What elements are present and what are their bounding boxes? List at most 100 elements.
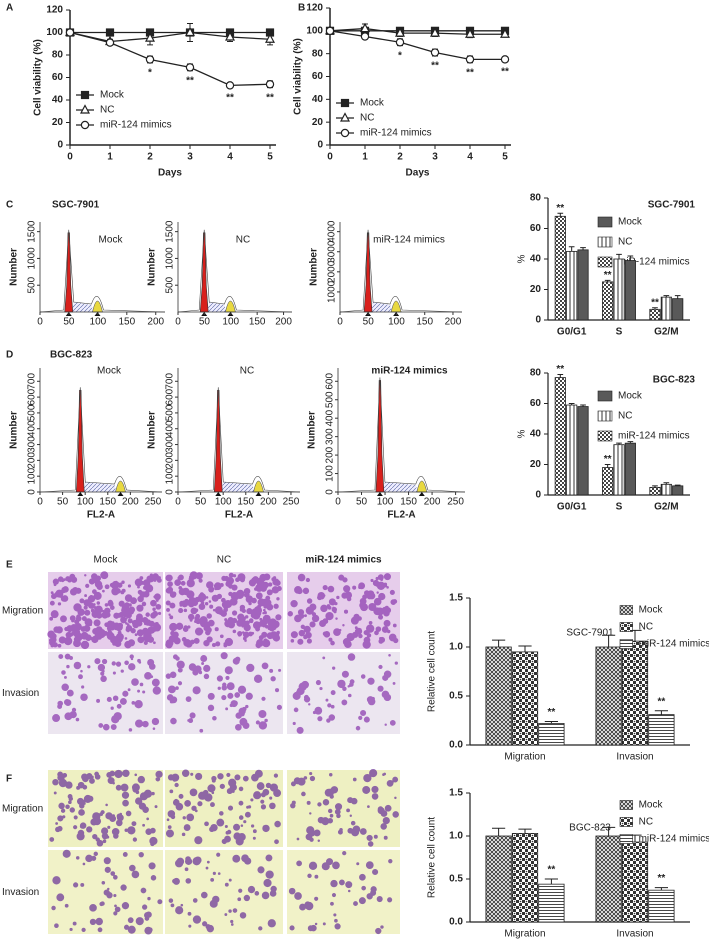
x-tick-label: Invasion	[616, 929, 653, 940]
bar	[566, 404, 578, 496]
stained-cells	[290, 769, 399, 847]
x-tick-label: 5	[502, 152, 508, 163]
chart-title: BGC-823	[653, 375, 696, 386]
x-tick-label: 100	[222, 317, 239, 328]
x-tick-label: S	[616, 327, 623, 338]
y-tick-label: 1000	[327, 280, 338, 303]
significance: **	[556, 364, 564, 375]
bar	[613, 258, 625, 321]
gate-markers	[215, 492, 262, 496]
legend-label: miR-124 mimics	[639, 834, 709, 845]
panel-label: D	[6, 350, 13, 361]
y-axis-label: %	[517, 429, 528, 438]
legend-swatch	[619, 800, 633, 810]
marker	[500, 55, 510, 64]
x-tick-label: 50	[199, 317, 211, 328]
marker	[265, 80, 275, 89]
marker	[360, 22, 370, 33]
bar	[624, 260, 636, 321]
marker	[395, 38, 405, 47]
y-tick-label: 4000	[327, 220, 338, 243]
y-tick-label: 0	[57, 140, 63, 151]
significance: **	[226, 92, 234, 103]
x-tick-label: 0	[67, 152, 73, 163]
y-tick-label: 1500	[165, 220, 176, 243]
x-tick-label: 0	[175, 497, 181, 508]
legend-label: Mock	[639, 605, 664, 616]
y-tick-label: 300	[27, 436, 38, 453]
row-label: Migration	[2, 606, 43, 617]
y-tick-label: 40	[312, 94, 324, 105]
y-tick-label: 60	[530, 398, 542, 409]
y-tick-label: 400	[165, 420, 176, 437]
x-tick-label: 50	[195, 497, 207, 508]
stained-cells	[168, 852, 277, 933]
x-tick-label: 3	[187, 152, 193, 163]
legend-label: miR-124 mimics	[360, 128, 432, 139]
bar	[672, 485, 684, 496]
panel-label: E	[6, 560, 13, 571]
error-bar	[654, 710, 668, 715]
legend-label: Mock	[639, 800, 664, 811]
x-tick-label: 0	[37, 497, 43, 508]
x-tick-label: 150	[99, 497, 116, 508]
legend-label: NC	[639, 817, 653, 828]
legend-label: NC	[639, 622, 653, 633]
y-tick-label: 500	[27, 276, 38, 293]
y-tick-label: 20	[530, 459, 542, 470]
x-tick-label: 250	[447, 497, 464, 508]
y-tick-label: 0	[317, 140, 323, 151]
significance: **	[501, 66, 509, 77]
y-tick-label: 500	[165, 404, 176, 421]
significance: **	[604, 270, 612, 281]
bar	[554, 377, 566, 496]
series-line	[329, 27, 505, 35]
legend-swatch	[597, 216, 613, 228]
error-bar	[602, 826, 616, 836]
gate-markers	[365, 312, 400, 316]
row-label: Migration	[2, 804, 43, 815]
bar	[554, 215, 566, 321]
sphase-region	[371, 302, 393, 312]
x-tick-label: 200	[424, 497, 441, 508]
y-tick-label: 0	[535, 315, 541, 326]
legend-marker	[340, 128, 350, 138]
x-tick-label: 4	[467, 152, 473, 163]
series-line	[329, 30, 505, 61]
cell-line-label: SGC-7901	[52, 200, 100, 211]
row-label: Invasion	[2, 688, 39, 699]
legend-swatch	[597, 236, 613, 248]
y-tick-label: 1500	[27, 220, 38, 243]
error-bar	[568, 246, 575, 252]
legend-marker	[340, 112, 350, 122]
marker	[325, 26, 335, 36]
y-tick-label: 20	[530, 284, 542, 295]
x-tick-label: 5	[267, 152, 273, 163]
x-tick-label: 250	[145, 497, 162, 508]
y-tick-label: 0	[27, 489, 38, 495]
y-tick-label: 1.0	[449, 831, 463, 842]
error-bar	[580, 247, 586, 250]
error-bar	[663, 482, 670, 485]
legend-label: miR-124 mimics	[639, 639, 709, 650]
x-tick-label: 150	[400, 497, 417, 508]
x-tick-label: 50	[63, 317, 75, 328]
error-bar	[492, 827, 506, 836]
y-axis-label: Number	[9, 248, 20, 286]
y-tick-label: 100	[27, 467, 38, 484]
y-tick-label: 200	[325, 446, 336, 463]
bar	[485, 835, 512, 923]
y-tick-label: 0.5	[449, 691, 463, 702]
y-tick-label: 700	[165, 373, 176, 390]
error-bar	[652, 307, 658, 310]
y-tick-label: 40	[530, 254, 542, 265]
bar	[602, 467, 614, 496]
bar	[577, 406, 589, 496]
error-bar	[602, 634, 616, 647]
sphase-region	[207, 302, 227, 312]
legend-marker	[340, 98, 350, 108]
error-bar	[674, 295, 681, 299]
y-tick-label: 700	[27, 373, 38, 390]
significance: **	[556, 203, 564, 214]
marker	[395, 27, 405, 37]
